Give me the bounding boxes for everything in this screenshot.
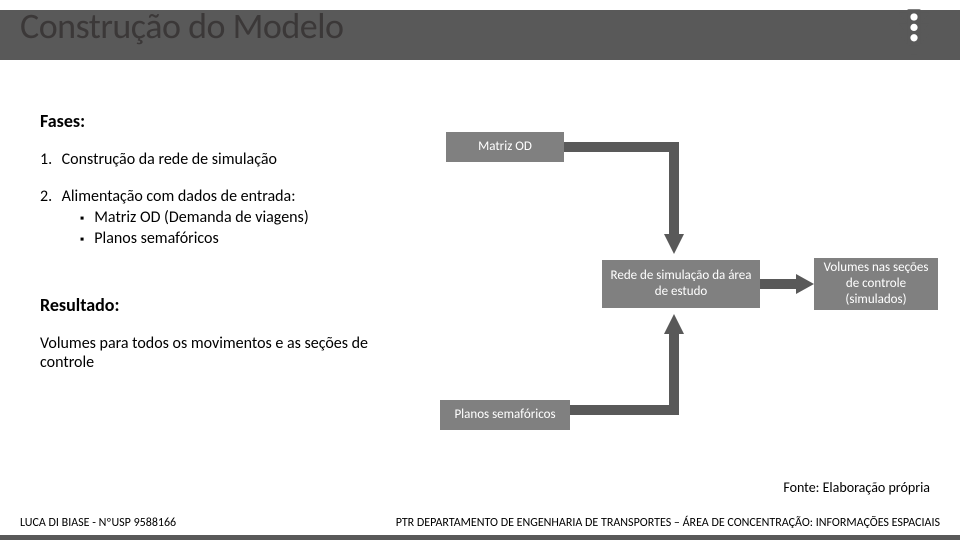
footer-bar <box>0 535 960 540</box>
sublist-item-b: Planos semafóricos <box>80 229 420 248</box>
fases-heading: Fases: <box>40 110 420 132</box>
arrow-rede-to-volumes <box>760 274 816 294</box>
resultado-heading: Resultado: <box>40 294 420 316</box>
list-item-2-text: Alimentação com dados de entrada: <box>62 187 296 206</box>
slide: Construção do Modelo Fases: 1. Construçã… <box>0 0 960 540</box>
list-number: 2. <box>40 187 58 206</box>
box-label: Planos semafóricos <box>454 407 555 423</box>
footer-right: PTR DEPARTAMENTO DE ENGENHARIA DE TRANSP… <box>396 516 940 530</box>
arrow-matriz-to-rede <box>564 142 694 262</box>
source-note: Fonte: Elaboração própria <box>783 479 930 496</box>
box-label: Matriz OD <box>478 139 532 155</box>
box-volumes-secoes: Volumes nas seções de controle (simulado… <box>814 258 938 310</box>
list-item-1-text: Construção da rede de simulação <box>62 150 277 169</box>
footer-left: LUCA DI BIASE - NºUSP 9588166 <box>20 516 176 530</box>
traffic-light-icon <box>888 4 940 56</box>
box-label: Volumes nas seções de controle (simulado… <box>820 260 932 309</box>
list-item-1: 1. Construção da rede de simulação <box>40 150 420 169</box>
flow-diagram: Matriz OD Rede de simulação da área de e… <box>430 120 940 450</box>
box-planos-semaforicos: Planos semafóricos <box>440 400 570 430</box>
box-matriz-od: Matriz OD <box>446 132 564 162</box>
list-number: 1. <box>40 150 58 169</box>
arrow-planos-to-rede <box>570 310 700 422</box>
box-label: Rede de simulação da área de estudo <box>608 268 754 301</box>
sublist-item-a: Matriz OD (Demanda de viagens) <box>80 208 420 227</box>
list-item-2: 2. Alimentação com dados de entrada: Mat… <box>40 187 420 248</box>
sublist: Matriz OD (Demanda de viagens) Planos se… <box>80 208 420 248</box>
box-rede-simulacao: Rede de simulação da área de estudo <box>602 260 760 308</box>
slide-title: Construção do Modelo <box>20 4 343 48</box>
content-left: Fases: 1. Construção da rede de simulaçã… <box>40 110 420 372</box>
resultado-text: Volumes para todos os movimentos e as se… <box>40 334 420 372</box>
